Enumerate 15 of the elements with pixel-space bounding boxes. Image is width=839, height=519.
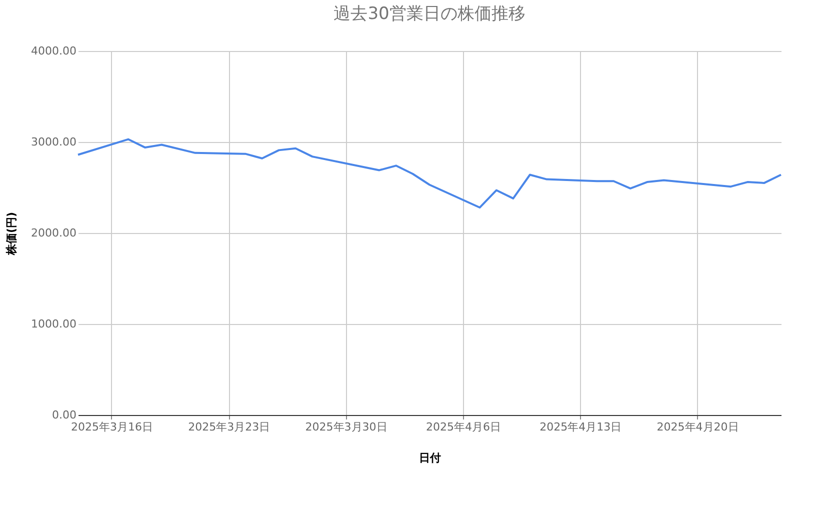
y-tick-label: 3000.00 (31, 136, 76, 148)
line-series (77, 138, 782, 209)
x-tick-label: 2025年3月16日 (70, 420, 153, 434)
x-tick-label: 2025年3月30日 (305, 420, 388, 434)
chart-title: 過去30営業日の株価推移 (334, 4, 526, 24)
x-tick-label: 2025年4月6日 (426, 420, 501, 434)
y-axis-title: 株価(円) (5, 212, 18, 256)
x-tick-label: 2025年3月23日 (188, 420, 270, 434)
y-tick-label: 0.00 (52, 408, 76, 422)
y-tick-label: 4000.00 (31, 44, 76, 58)
x-axis-title: 日付 (419, 452, 441, 464)
y-tick-label: 2000.00 (31, 226, 76, 240)
y-tick-label: 1000.00 (31, 318, 76, 330)
x-tick-label: 2025年4月13日 (540, 420, 622, 434)
x-tick-label: 2025年4月20日 (656, 420, 739, 434)
